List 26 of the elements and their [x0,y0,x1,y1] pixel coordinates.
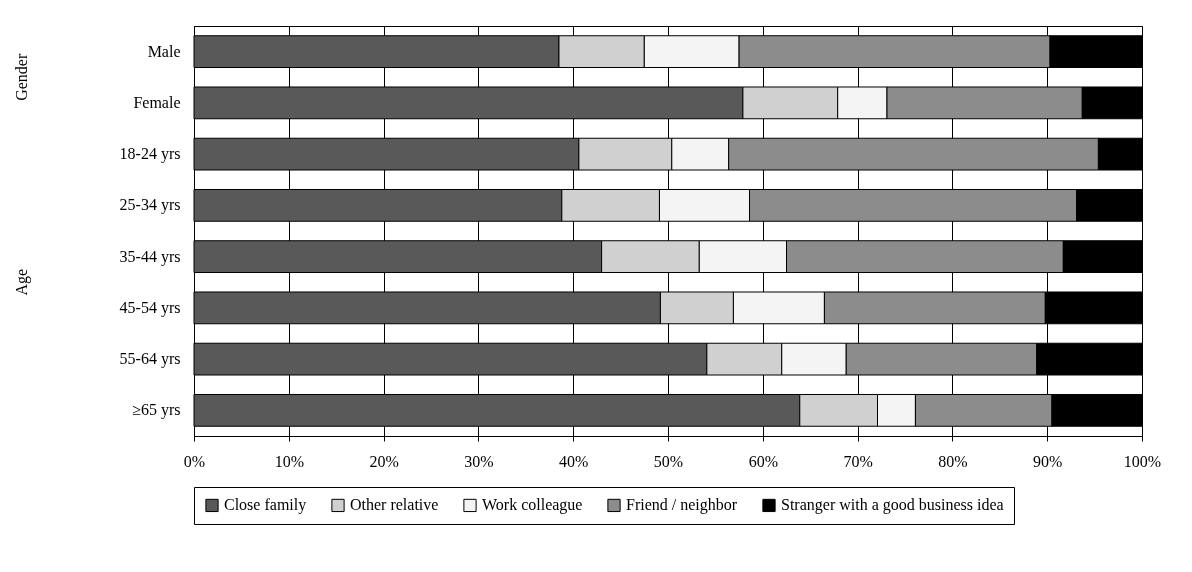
x-tick-label: 30% [464,452,494,470]
y-tick-label: 18-24 yrs [119,145,181,164]
x-tick-label: 60% [748,452,778,470]
text: Gender [13,53,30,101]
legend-label: Work colleague [482,496,583,515]
text: Age [13,268,31,296]
y-tick-label: Male [147,42,181,60]
y-tick-label: Female [133,93,181,111]
legend-label: Friend / neighbor [626,496,738,515]
x-tick-label: 10% [274,452,304,470]
y-tick-label: 35-44 yrs [119,247,181,266]
legend-label: Close family [224,496,307,515]
x-tick-label: 80% [938,452,968,470]
x-tick-label: 20% [369,452,399,470]
x-tick-label: 40% [559,452,589,470]
x-tick-label: 70% [843,452,873,470]
x-tick-label: 100% [1123,452,1162,470]
x-tick-label: 0% [183,452,206,470]
y-tick-label: 45-54 yrs [119,298,181,317]
legend-label: Stranger with a good business idea [781,496,1004,515]
y-tick-label: 25-34 yrs [119,196,181,215]
x-tick-label: 50% [653,452,684,470]
y-tick-label: ≥65 yrs [132,401,181,420]
x-tick-label: 90% [1033,452,1063,470]
legend-label: Other relative [350,496,439,514]
y-tick-label: 55-64 yrs [119,350,181,369]
